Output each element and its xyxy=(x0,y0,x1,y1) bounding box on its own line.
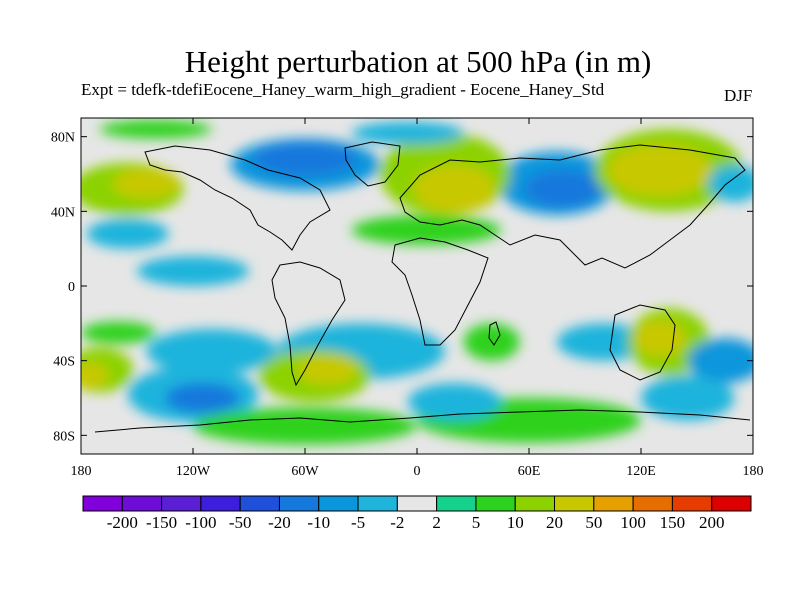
contour-region xyxy=(351,121,464,145)
contour-region xyxy=(407,383,502,421)
contour-region xyxy=(252,142,358,176)
experiment-subtitle: Expt = tdefk-tdefiEocene_Haney_warm_high… xyxy=(81,80,605,99)
colorbar-label: 10 xyxy=(507,513,524,532)
colorbar-label: -5 xyxy=(351,513,365,532)
contour-region xyxy=(86,218,169,249)
contour-region xyxy=(607,144,712,197)
map-field xyxy=(81,118,753,454)
contour-region xyxy=(146,328,277,374)
colorbar-swatch xyxy=(278,495,320,512)
colorbar-swatch xyxy=(161,495,202,512)
contour-region xyxy=(351,215,501,245)
colorbar-swatch xyxy=(357,495,398,512)
colorbar-swatch xyxy=(514,495,556,512)
contour-region xyxy=(112,168,180,199)
colorbar-swatch xyxy=(121,495,163,512)
x-tick-label: 0 xyxy=(414,464,421,479)
x-tick-label: 120E xyxy=(626,464,656,479)
colorbar-swatch xyxy=(318,495,359,512)
contour-region xyxy=(81,321,156,344)
contour-region xyxy=(99,119,212,139)
colorbar-swatch xyxy=(436,495,477,512)
map-title: Height perturbation at 500 hPa (in m) xyxy=(184,44,652,79)
colorbar: -200 -150 -100 -50 -20 -10 -5 -2 2 5 10 20 50 100 150 2… xyxy=(82,495,752,532)
colorbar-label: 20 xyxy=(546,513,563,532)
colorbar-swatch xyxy=(632,495,673,512)
contour-region xyxy=(557,323,651,361)
colorbar-label: -50 xyxy=(229,513,252,532)
colorbar-swatch xyxy=(200,495,241,512)
x-tick-label: 60W xyxy=(291,464,319,479)
y-tick-label: 40S xyxy=(53,355,75,370)
contour-region xyxy=(708,164,753,202)
colorbar-label: 150 xyxy=(660,513,686,532)
colorbar-label: 5 xyxy=(472,513,481,532)
contour-region xyxy=(641,375,735,421)
colorbar-swatch xyxy=(593,495,634,512)
colorbar-swatch xyxy=(554,495,595,512)
colorbar-swatch xyxy=(711,495,752,512)
colorbar-swatch xyxy=(82,495,123,512)
contour-region xyxy=(297,355,358,385)
colorbar-swatch xyxy=(239,495,280,512)
colorbar-swatch xyxy=(396,495,438,512)
contour-region xyxy=(165,383,240,413)
contour-region xyxy=(81,362,109,389)
contour-region xyxy=(525,170,600,208)
y-tick-label: 0 xyxy=(68,280,75,295)
colorbar-label: 2 xyxy=(432,513,441,532)
colorbar-label: -150 xyxy=(146,513,177,532)
contour-region xyxy=(687,338,753,384)
y-tick-label: 80N xyxy=(51,131,75,146)
colorbar-label: 50 xyxy=(585,513,602,532)
colorbar-label: 100 xyxy=(620,513,646,532)
y-tick-label: 80S xyxy=(53,429,75,444)
colorbar-label: -200 xyxy=(107,513,138,532)
coastlines xyxy=(94,141,751,433)
colorbar-label: -100 xyxy=(185,513,216,532)
x-tick-label: 180 xyxy=(71,464,92,479)
x-tick-label: 180 xyxy=(743,464,764,479)
colorbar-swatch xyxy=(671,495,713,512)
y-tick-label: 40N xyxy=(51,205,75,220)
contour-region xyxy=(137,256,249,287)
season-label: DJF xyxy=(724,86,753,105)
contour-region xyxy=(413,164,496,214)
colorbar-label: 200 xyxy=(699,513,725,532)
axis-ticks: 180 120W 60W 0 60E 120E 180 80N 40N 0 40S 80S xyxy=(51,118,764,479)
colorbar-label: -10 xyxy=(307,513,330,532)
colorbar-label: -20 xyxy=(268,513,291,532)
contour-region xyxy=(633,319,686,357)
x-tick-label: 120W xyxy=(176,464,211,479)
colorbar-label: -2 xyxy=(390,513,404,532)
contour-region xyxy=(193,407,417,445)
x-tick-label: 60E xyxy=(518,464,541,479)
colorbar-swatch xyxy=(475,495,516,512)
